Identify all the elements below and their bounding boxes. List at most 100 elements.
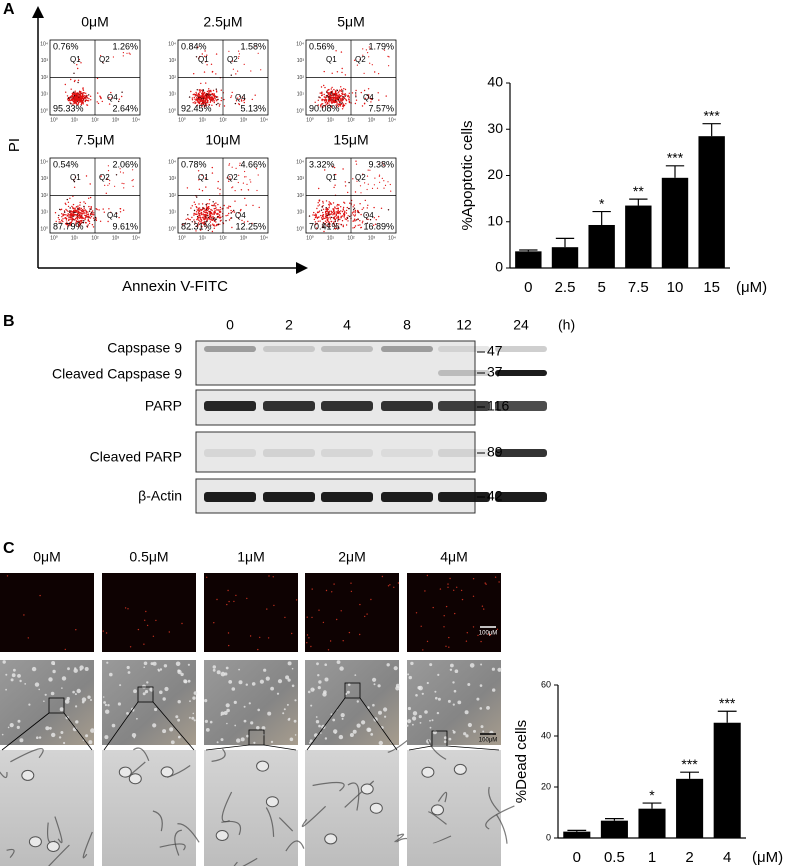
cell (175, 715, 179, 719)
flow-dot (70, 212, 73, 214)
flow-tick-label: 10⁰ (50, 117, 58, 123)
neurite (133, 747, 150, 762)
flow-dot (355, 160, 357, 162)
quadrant-percent: 70.41% (309, 221, 340, 231)
flow-dot (320, 106, 322, 108)
flow-dot (205, 224, 207, 226)
flow-tick-label: 10¹ (327, 117, 335, 123)
flow-dot (211, 204, 213, 207)
quadrant-percent: 2.64% (112, 103, 138, 113)
flow-dot (239, 95, 241, 98)
flow-dot (318, 210, 321, 212)
flow-dot (371, 64, 373, 66)
flow-dot (238, 50, 240, 52)
cell (74, 693, 77, 696)
flow-dot (328, 201, 330, 203)
cell-body (360, 783, 374, 795)
flow-dot (89, 217, 92, 219)
cell (467, 722, 472, 728)
flow-dot (199, 55, 201, 58)
flow-dot (219, 211, 221, 214)
flow-dot (72, 103, 74, 105)
flow-dot (354, 218, 356, 220)
flow-dot (315, 223, 317, 226)
flow-dot (89, 95, 92, 98)
flow-dot (69, 224, 71, 227)
flow-dot (67, 214, 69, 216)
cell (87, 695, 91, 699)
quadrant-label: Q2 (99, 55, 110, 64)
flow-dot (73, 179, 75, 181)
cell (19, 679, 22, 683)
blot-band (495, 401, 547, 411)
bar (661, 177, 689, 268)
quadrant-percent: 12.25% (235, 221, 266, 231)
flow-dot (91, 212, 93, 214)
flow-dot (72, 195, 74, 197)
flow-dot (335, 104, 337, 106)
fluor-dot (233, 600, 235, 603)
flow-dot (333, 166, 336, 169)
cell (324, 677, 329, 682)
cell (50, 691, 55, 696)
flow-dot (318, 216, 320, 219)
flow-dot (378, 73, 380, 75)
flow-dot (76, 217, 79, 219)
fluor-dot (485, 583, 487, 585)
flow-dot (197, 209, 199, 211)
flow-dot (238, 212, 240, 214)
flow-dot (235, 167, 237, 169)
flow-dot (81, 219, 83, 222)
cell (294, 734, 297, 736)
flow-dot (192, 93, 194, 96)
flow-dot (326, 225, 328, 227)
flow-dot (212, 201, 214, 203)
flow-dot (322, 216, 325, 218)
flow-dot (243, 98, 246, 101)
flow-dot (339, 103, 341, 105)
cell (497, 667, 502, 672)
cell (277, 679, 283, 684)
cell (170, 740, 175, 745)
y-tick-label: 0 (546, 832, 551, 842)
cell (106, 661, 109, 664)
flow-dot (327, 220, 329, 223)
flow-dot (340, 206, 342, 208)
fluorescence-image (204, 573, 298, 652)
flow-dot (322, 211, 324, 214)
blot-band (438, 449, 490, 457)
flow-tick-label: 10⁴ (388, 117, 396, 123)
cell (233, 700, 237, 705)
quadrant-percent: 0.76% (53, 41, 79, 51)
flow-dot (322, 205, 324, 207)
flow-tick-label: 10⁴ (168, 159, 176, 165)
flow-dot (202, 222, 204, 224)
flow-dot (77, 103, 80, 105)
cell (386, 663, 390, 667)
flow-dot (325, 207, 327, 209)
fluor-dot (448, 646, 450, 648)
flow-dot (231, 60, 233, 62)
flow-dot (388, 65, 390, 67)
flow-dot (326, 90, 328, 92)
cell (81, 700, 85, 704)
fluor-dot (27, 637, 29, 639)
flow-dot (336, 211, 339, 213)
flow-dot (343, 202, 346, 204)
flow-tick-label: 10⁰ (306, 235, 314, 241)
flow-dot (336, 102, 338, 104)
fluor-dot (306, 616, 308, 618)
cell (189, 700, 191, 703)
flow-dot (359, 224, 361, 226)
flow-dot (326, 219, 329, 222)
flow-dot (355, 92, 357, 94)
flow-dot (333, 216, 335, 219)
time-label: 0 (226, 317, 234, 333)
cell (289, 737, 294, 742)
cell (228, 680, 233, 684)
flow-dot (331, 212, 333, 214)
flow-tick-label: 10¹ (169, 92, 177, 98)
y-tick-label: 40 (487, 74, 503, 90)
cell (424, 710, 428, 714)
flow-dot (337, 215, 339, 217)
